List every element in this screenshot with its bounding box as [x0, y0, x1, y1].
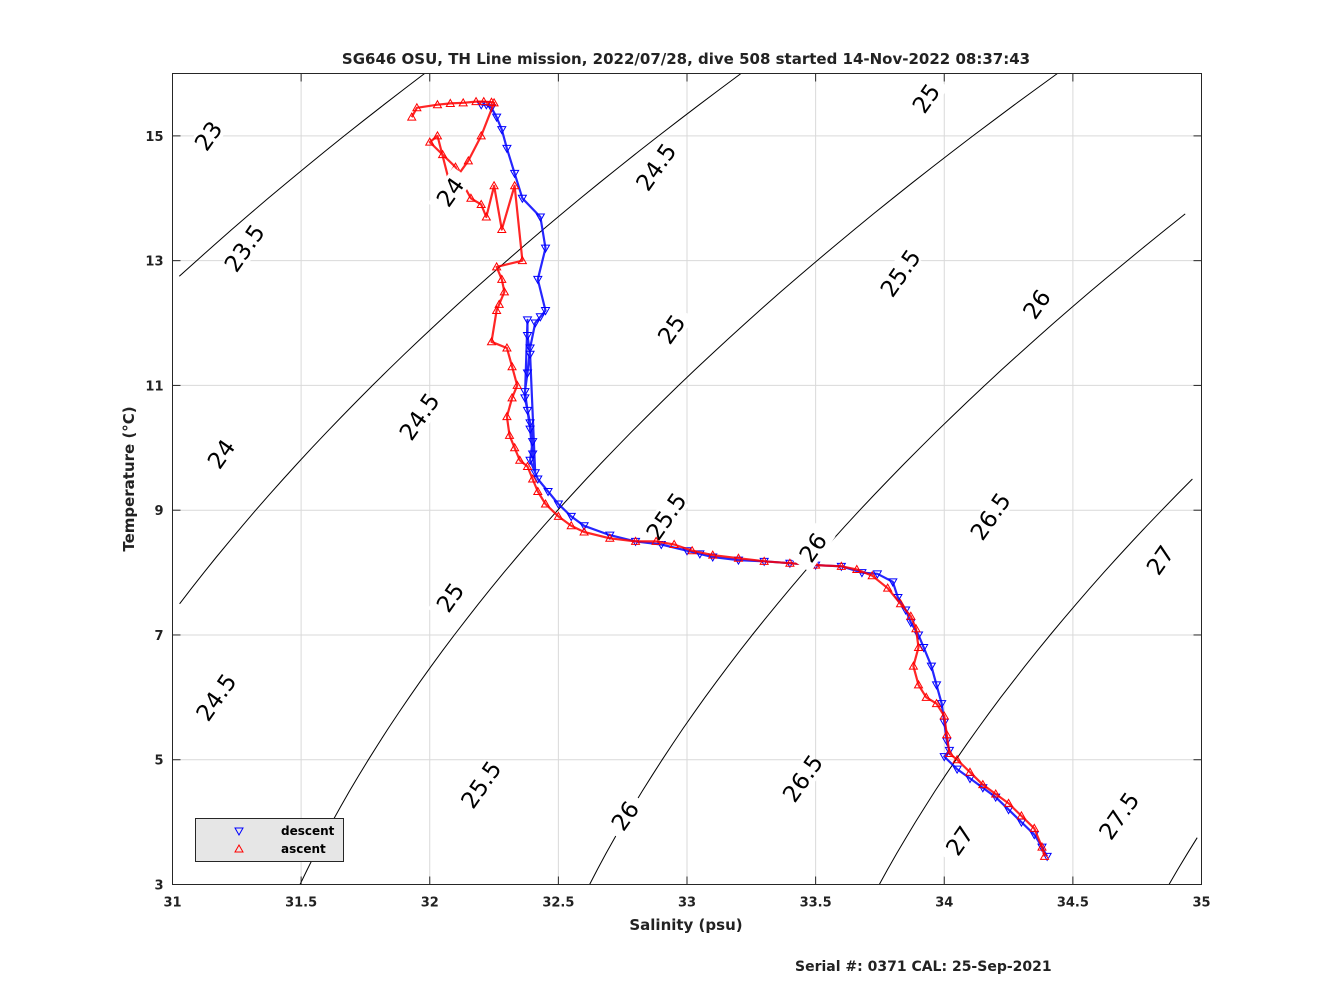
y-tick-label: 9: [154, 504, 163, 519]
descent-point: [522, 316, 533, 325]
legend: descent ascent: [195, 818, 344, 862]
ascent-point: [486, 336, 497, 346]
descent-point: [496, 126, 507, 135]
y-tick-label: 7: [154, 629, 163, 644]
contour-label-bg: [878, 248, 923, 299]
ascent-point: [532, 486, 543, 495]
descent-point: [491, 113, 502, 123]
y-tick-label: 13: [145, 255, 163, 270]
ascent-point: [527, 473, 538, 483]
legend-descent-marker: [234, 827, 244, 837]
ascent-point: [481, 211, 492, 221]
ascent-point: [406, 112, 417, 121]
contour-label-bg: [790, 522, 836, 573]
contour-label-bg: [602, 790, 648, 841]
ascent-point: [466, 193, 476, 202]
x-tick-label: 32.5: [542, 896, 574, 911]
ascent-series: [406, 96, 1050, 860]
ascent-point: [913, 679, 924, 689]
isopycnal-26.5: [1168, 837, 1198, 885]
contour-label-bg: [633, 142, 679, 192]
contour-label-bg: [186, 110, 231, 161]
ascent-point: [504, 430, 515, 439]
ascent-point: [496, 224, 507, 233]
contour-label-bg: [937, 815, 983, 866]
isopycnal-25: [299, 73, 1058, 885]
contour-label-bg: [903, 73, 949, 124]
contour-label-bg: [427, 572, 473, 623]
x-tick-label: 33: [678, 896, 696, 911]
ascent-point: [905, 611, 916, 620]
contour-label-bg: [1137, 535, 1183, 586]
descent-point: [926, 662, 937, 672]
y-tick-label: 15: [145, 130, 163, 145]
contour-label-bg: [1014, 279, 1060, 330]
descent-point: [1042, 852, 1053, 862]
ascent-point: [514, 455, 525, 464]
x-tick-label: 31: [163, 896, 181, 911]
contour-label-bg: [1096, 790, 1142, 841]
serial-cal-footer: Serial #: 0371 CAL: 25-Sep-2021: [795, 959, 1052, 975]
ascent-point: [463, 155, 474, 165]
ascent-point: [499, 286, 510, 296]
density-contours: [178, 73, 1198, 885]
ascent-point: [921, 692, 932, 701]
ascent-point: [509, 442, 520, 452]
y-tick-label: 5: [154, 754, 163, 769]
isopycnal-24: [178, 73, 425, 277]
x-tick-label: 34.5: [1057, 896, 1089, 911]
ascent-point: [540, 498, 551, 508]
x-tick-label: 33.5: [800, 896, 832, 911]
chart-title: SG646 OSU, TH Line mission, 2022/07/28, …: [342, 50, 1030, 68]
x-tick-label: 34: [935, 896, 953, 911]
descent-point: [530, 319, 541, 329]
y-tick-label: 11: [145, 379, 163, 394]
descent-point: [900, 606, 911, 616]
contour-label-bg: [649, 304, 695, 355]
legend-ascent-marker: [234, 843, 244, 853]
y-tick-label: 3: [154, 879, 163, 894]
descent-point: [535, 313, 546, 322]
descent-point: [543, 487, 553, 497]
contour-label-bg: [968, 491, 1014, 542]
ascent-point: [476, 130, 487, 140]
ascent-point: [944, 748, 955, 757]
contour-label-bg: [397, 391, 442, 442]
x-tick-label: 31.5: [285, 896, 317, 911]
x-tick-label: 35: [1192, 896, 1210, 911]
ascent-point: [895, 598, 906, 608]
ascent-trace: [410, 100, 1046, 857]
isopycnal-24.5: [179, 73, 742, 605]
ascent-point: [494, 299, 505, 308]
x-tick-label: 32: [421, 896, 439, 911]
contour-label-bg: [193, 672, 239, 723]
contour-label-bg: [643, 491, 689, 542]
descent-point: [535, 213, 546, 222]
y-axis-label: Temperature (°C): [120, 406, 138, 551]
contour-label-bg: [780, 753, 826, 804]
ascent-point: [512, 380, 523, 389]
contour-label-bg: [198, 429, 244, 479]
x-axis-label: Salinity (psu): [629, 916, 742, 934]
ascent-point: [1039, 851, 1050, 860]
legend-descent-label: descent: [281, 824, 335, 838]
isopycnal-26: [878, 478, 1193, 885]
legend-ascent-label: ascent: [281, 842, 326, 856]
legend-box: [195, 818, 344, 862]
contour-label-bg: [222, 223, 267, 274]
contour-label-bg: [458, 759, 504, 810]
contour-label-bg: [427, 167, 473, 217]
descent-point: [887, 578, 898, 587]
